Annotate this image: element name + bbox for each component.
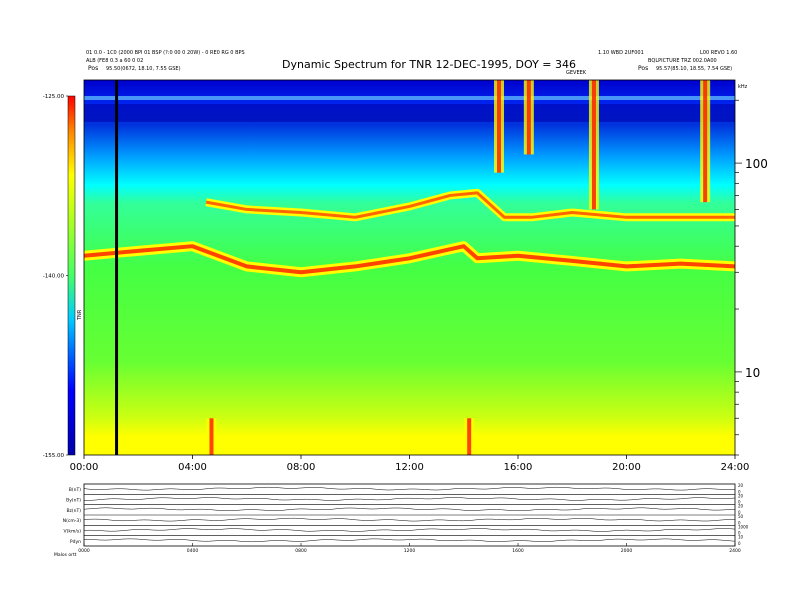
colorbar-ticks: -125.00 -140.00 -155.00 [43,94,68,459]
x-tick-label: 08:00 [287,462,316,473]
header-info-left-2: ALB (FE8 0.3 a 60 0 02 [86,58,144,64]
header-corner-mark: kHz [738,84,748,90]
panel-right-tick-label: 1000 [738,524,749,529]
lower-x-tick-label: 2000 [621,548,633,554]
x-tick-label: 00:00 [70,462,99,473]
x-tick-label: 16:00 [504,462,533,473]
burst-3 [700,80,711,203]
panel-right-tick-label: 50 [738,514,744,519]
colorbar-tick-label: -155.00 [43,453,65,459]
panel-right-tick-label: 0 [738,541,741,546]
header-center-small: GEVEEK [566,70,587,76]
burst-4 [206,418,217,455]
panel-right-tick-label: 10 [738,535,744,540]
y-tick-label: 10 [745,366,760,380]
panel-trace [83,517,735,522]
panel-right-tick-label: 0 [738,531,741,536]
panel-label: V(km/s) [64,529,82,535]
y-axis-ticks: 100 10 [735,99,768,456]
header-pos-left-label: Pos [88,65,99,72]
solar-wind-panels: B(nT)200By(nT)200Bz(nT)200N(cm-3)500V(km… [54,483,749,558]
lower-footer-label: Malos ortt [54,552,77,558]
x-tick-label: 20:00 [612,462,641,473]
header-pos-right-value: 95.57(85.10, 18.55, 7.54 GSE) [656,66,733,72]
panel-right-tick-label: 0 [738,489,741,494]
header-info-right-3: BQLPICTURE TRZ 002.0A00 [648,58,717,64]
colorbar-tick-label: -125.00 [43,94,65,100]
x-axis-ticks: 00:00 04:00 08:00 12:00 16:00 20:00 24:00 [70,455,750,473]
emission-band-lower [84,244,735,275]
header-info-right-2: L00 REVO 1.60 [700,50,738,56]
colorbar [67,95,76,456]
x-tick-label: 24:00 [721,462,750,473]
x-tick-label: 04:00 [178,462,207,473]
header-info-right-1: 1.10 WBD 2UF001 [598,50,644,56]
colorbar-tick-label: -140.00 [43,274,65,280]
lower-x-tick-label: 1600 [512,548,524,554]
panel-label: Pdyn [70,539,81,545]
panel-trace [83,507,736,512]
burst-1 [523,80,534,155]
panel-label: N(cm-3) [63,518,81,524]
lower-x-tick-label: 0400 [187,548,199,554]
panel-right-tick-label: 20 [738,504,744,509]
burst-2 [588,80,599,210]
lower-x-tick-label: 1200 [404,548,416,554]
y-tick-label: 100 [745,157,768,171]
panel-right-tick-label: 0 [738,520,741,525]
burst-5 [464,418,475,455]
panel-label: Bz(nT) [66,508,81,514]
panel-right-tick-label: 20 [738,483,744,488]
burst-layer [206,80,711,455]
header-info-left-1: 01 0.0 - 1C0 (2000 BPI 01 BSP (?:0 00 0 … [86,50,245,56]
burst-0 [494,80,505,173]
chart-title: Dynamic Spectrum for TNR 12-DEC-1995, DO… [282,58,576,71]
x-tick-label: 12:00 [395,462,424,473]
lower-x-tick-label: 2400 [729,548,741,554]
colorbar-label: TNR [77,309,83,320]
header-pos-right-label: Pos [638,65,649,72]
header-pos-left-value: 95.50(0672, 18.10, 7.55 GSE) [106,66,181,72]
light-stripe [84,96,735,100]
panel-trace [83,528,736,532]
emission-band-upper [205,191,735,219]
panel-right-tick-label: 0 [738,510,741,515]
panel-label: B(nT) [69,487,81,493]
panel-trace [83,538,736,543]
top-dark-band [84,104,735,122]
panel-right-tick-label: 0 [738,500,741,505]
panel-label: By(nT) [66,498,81,504]
lower-x-tick-label: 0000 [78,548,90,554]
emission-bands [84,188,735,278]
lower-x-tick-label: 0800 [295,548,307,554]
panel-trace [84,497,736,501]
panel-trace [83,486,736,491]
panel-right-tick-label: 20 [738,493,744,498]
